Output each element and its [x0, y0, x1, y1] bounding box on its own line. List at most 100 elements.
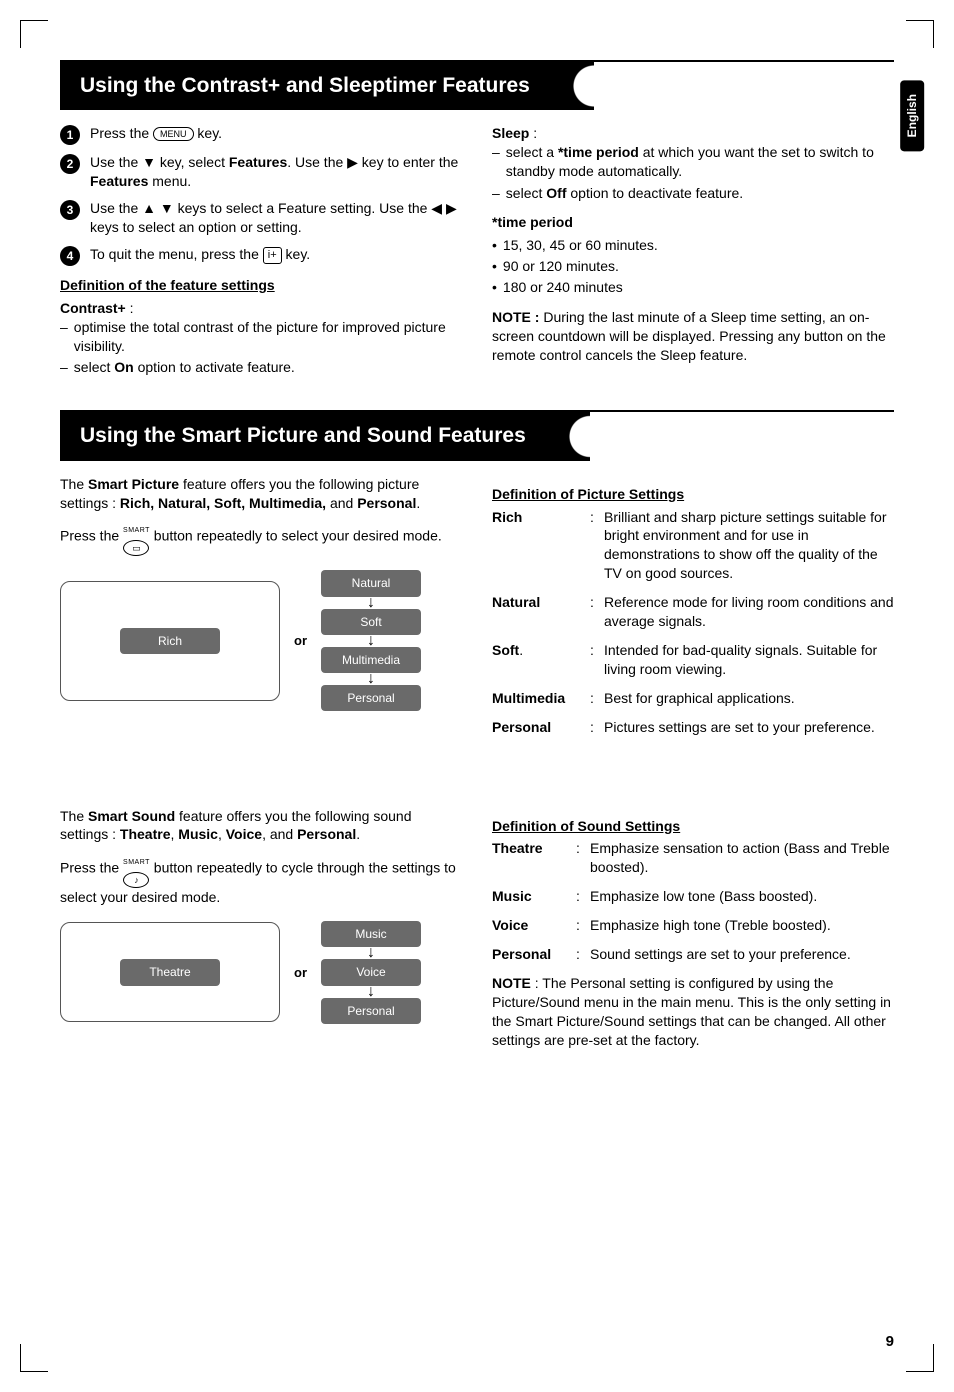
section-1-note: NOTE : During the last minute of a Sleep…	[492, 308, 894, 365]
text: Features	[229, 154, 287, 170]
smart-picture-intro: The Smart Picture feature offers you the…	[60, 475, 462, 513]
def-body: Best for graphical applications.	[604, 689, 894, 708]
text: option to deactivate feature.	[566, 185, 743, 201]
def-body: Emphasize sensation to action (Bass and …	[590, 839, 894, 877]
preset-personal-pill: Personal	[321, 685, 421, 711]
list-item: select a *time period at which you want …	[492, 143, 894, 181]
smart-sound-left: The Smart Sound feature offers you the f…	[60, 807, 462, 1050]
preset-personal-pill: Personal	[321, 998, 421, 1024]
note-label: NOTE	[492, 975, 531, 991]
smart-sound-button-icon: SMART ♪	[123, 850, 150, 888]
text: Personal	[297, 826, 356, 842]
text: Press the	[60, 528, 123, 544]
text: select On option to activate feature.	[74, 358, 295, 377]
def-body: Sound settings are set to your preferenc…	[590, 945, 894, 964]
list-item: 180 or 240 minutes	[492, 278, 894, 297]
section-1-header-wrap: Using the Contrast+ and Sleeptimer Featu…	[60, 60, 894, 124]
crop-mark	[20, 20, 48, 48]
text: 180 or 240 minutes	[503, 278, 623, 297]
colon: :	[590, 718, 598, 737]
def-rich: Rich : Brilliant and sharp picture setti…	[492, 508, 894, 584]
step-number: 1	[60, 125, 80, 145]
def-body: Intended for bad-quality signals. Suitab…	[604, 641, 894, 679]
def-personal: Personal : Pictures settings are set to …	[492, 718, 894, 737]
def-body: Pictures settings are set to your prefer…	[604, 718, 894, 737]
def-term: Personal	[492, 718, 584, 737]
sound-defs-heading: Definition of Sound Settings	[492, 817, 894, 836]
text: and	[326, 495, 357, 511]
step-number: 3	[60, 200, 80, 220]
smart-sound-press: Press the SMART ♪ button repeatedly to c…	[60, 850, 462, 907]
text: menu.	[148, 173, 191, 189]
crop-mark	[20, 1344, 48, 1372]
preset-soft-pill: Soft	[321, 609, 421, 635]
section-2-title: Using the Smart Picture and Sound Featur…	[60, 412, 556, 460]
note-body: During the last minute of a Sleep time s…	[492, 309, 886, 363]
contrast-title: Contrast+	[60, 300, 126, 316]
smart-label: SMART	[123, 527, 150, 534]
text: Personal	[357, 495, 416, 511]
def-theatre: Theatre : Emphasize sensation to action …	[492, 839, 894, 877]
def-body: Emphasize low tone (Bass boosted).	[590, 887, 894, 906]
text: Voice	[226, 826, 262, 842]
text: Press the	[60, 860, 123, 876]
text: Rich, Natural, Soft, Multimedia,	[120, 495, 326, 511]
or-label: or	[294, 632, 307, 650]
text: :	[529, 125, 537, 141]
text: option to activate feature.	[134, 359, 295, 375]
smart-picture-left: The Smart Picture feature offers you the…	[60, 475, 462, 747]
section-1-title: Using the Contrast+ and Sleeptimer Featu…	[60, 62, 560, 110]
text: Features	[90, 173, 148, 189]
step-4: 4 To quit the menu, press the i+ key.	[60, 245, 462, 266]
smart-picture-row: The Smart Picture feature offers you the…	[60, 475, 894, 747]
text: On	[114, 359, 133, 375]
smart-sound-intro: The Smart Sound feature offers you the f…	[60, 807, 462, 845]
def-term: Personal	[492, 945, 570, 964]
text: Use the ▼ key, select	[90, 154, 229, 170]
text: Smart Sound	[88, 808, 175, 824]
picture-presets-diagram: Rich or Natural ↓ Soft ↓ Multimedia ↓ Pe…	[60, 570, 462, 711]
text: Soft	[492, 642, 519, 658]
step-number: 4	[60, 246, 80, 266]
def-term: Music	[492, 887, 570, 906]
def-sound-personal: Personal : Sound settings are set to you…	[492, 945, 894, 964]
def-term: Theatre	[492, 839, 570, 877]
step-1: 1 Press the MENU key.	[60, 124, 462, 145]
text: select Off option to deactivate feature.	[506, 184, 743, 203]
sleep-title: Sleep	[492, 125, 529, 141]
preset-rich-pill: Rich	[120, 628, 220, 654]
smart-label: SMART	[123, 859, 150, 866]
section-1-columns: 1 Press the MENU key. 2 Use the ▼ key, s…	[60, 124, 894, 380]
page: English Using the Contrast+ and Sleeptim…	[0, 0, 954, 1392]
time-period-heading: *time period	[492, 213, 894, 232]
def-natural: Natural : Reference mode for living room…	[492, 593, 894, 631]
preset-natural-pill: Natural	[321, 570, 421, 596]
arrow-down-icon: ↓	[367, 599, 375, 607]
definition-heading: Definition of the feature settings	[60, 276, 462, 295]
step-3: 3 Use the ▲ ▼ keys to select a Feature s…	[60, 199, 462, 237]
text: key.	[286, 246, 311, 262]
step-number: 2	[60, 154, 80, 174]
or-label: or	[294, 964, 307, 982]
page-number: 9	[886, 1332, 894, 1352]
preset-main-box: Rich	[60, 581, 280, 701]
def-multimedia: Multimedia : Best for graphical applicat…	[492, 689, 894, 708]
list-item: select On option to activate feature.	[60, 358, 462, 377]
text: optimise the total contrast of the pictu…	[74, 318, 462, 356]
list-item: select Off option to deactivate feature.	[492, 184, 894, 203]
preset-theatre-pill: Theatre	[120, 959, 220, 985]
text: ,	[218, 826, 226, 842]
text: To quit the menu, press the	[90, 246, 263, 262]
arrow-down-icon: ↓	[367, 949, 375, 957]
list-item: 90 or 120 minutes.	[492, 257, 894, 276]
colon: :	[590, 641, 598, 679]
contrast-list: optimise the total contrast of the pictu…	[60, 318, 462, 378]
time-period-list: 15, 30, 45 or 60 minutes. 90 or 120 minu…	[492, 236, 894, 297]
sound-note: NOTE : The Personal setting is configure…	[492, 974, 894, 1050]
colon: :	[576, 839, 584, 877]
arrow-down-icon: ↓	[367, 988, 375, 996]
def-voice: Voice : Emphasize high tone (Treble boos…	[492, 916, 894, 935]
contrast-title-line: Contrast+ :	[60, 299, 462, 318]
crop-mark	[906, 1344, 934, 1372]
list-item: 15, 30, 45 or 60 minutes.	[492, 236, 894, 255]
